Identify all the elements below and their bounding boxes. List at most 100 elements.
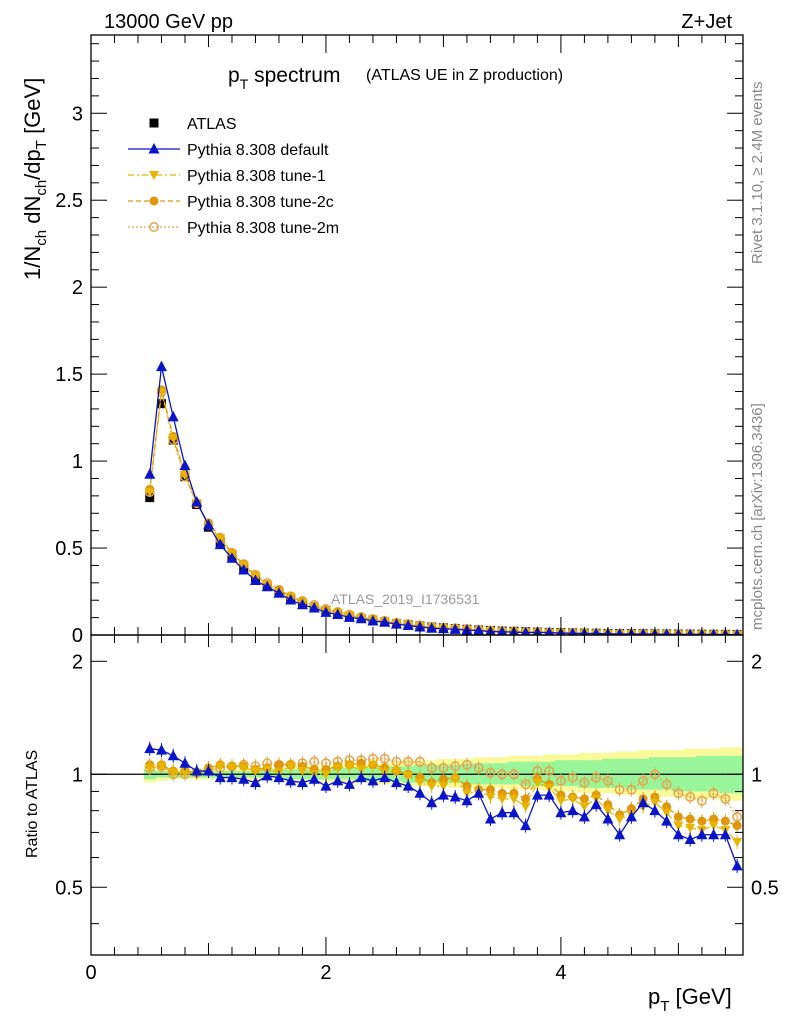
- ratio-point-tune1: [438, 782, 449, 792]
- ratio-point-tune2m: [638, 775, 649, 786]
- x-axis-label: pT [GeV]: [648, 984, 732, 1015]
- plot-title: pT spectrum: [228, 64, 340, 92]
- ratio-point-tune1: [555, 796, 566, 806]
- ratio-point-default: [555, 806, 567, 818]
- point-default: [355, 612, 367, 624]
- ratio-point-tune2m: [591, 772, 602, 783]
- ratio-tick-label-right: 0.5: [751, 877, 779, 899]
- band-green-bin: [696, 755, 709, 792]
- point-default: [202, 519, 214, 530]
- y-tick-label-top: 3: [72, 103, 83, 125]
- ratio-tick-label-right: 1: [751, 764, 762, 786]
- ratio-point-default: [238, 773, 250, 784]
- y-tick-label-top: 2.5: [55, 190, 83, 212]
- legend-marker-data: [149, 118, 159, 128]
- ratio-point-tune1: [673, 821, 684, 831]
- ratio-point-default: [625, 810, 637, 822]
- ratio-point-tune2m: [614, 784, 625, 795]
- ratio-point-default: [484, 813, 496, 824]
- ratio-point-tune1: [320, 770, 331, 780]
- ratio-point-default: [390, 776, 402, 788]
- ratio-point-default: [696, 828, 708, 840]
- title-rest: spectrum: [248, 64, 340, 87]
- data-point: [156, 399, 166, 409]
- ratio-point-default: [719, 828, 731, 840]
- ratio-point-default: [261, 769, 273, 781]
- ratio-point-tune2m: [485, 767, 496, 778]
- ratio-point-tune2c: [720, 816, 730, 826]
- mcplots-label: mcplots.cern.ch [arXiv:1306.3436]: [749, 403, 766, 630]
- point-default: [214, 538, 226, 550]
- ratio-line-tune2c: [149, 762, 738, 827]
- legend-marker-tune1: [149, 171, 159, 180]
- ratio-point-tune1: [332, 763, 343, 773]
- point-default: [261, 580, 273, 592]
- ratio-point-default: [567, 804, 579, 816]
- ratio-point-tune1: [497, 794, 508, 804]
- point-default: [639, 627, 647, 635]
- ratio-point-default: [402, 780, 414, 791]
- point-default: [473, 624, 485, 635]
- ratio-point-tune1: [614, 815, 625, 825]
- ratio-point-tune2m: [673, 788, 684, 799]
- ratio-point-tune1: [226, 763, 237, 773]
- y-tick-label-top: 1: [72, 451, 83, 473]
- ratio-point-default: [543, 789, 555, 800]
- ratio-point-tune2m: [497, 769, 508, 780]
- ratio-point-tune1: [520, 802, 531, 812]
- ratio-point-tune1: [567, 794, 578, 804]
- ratio-point-default: [520, 819, 532, 831]
- ratio-point-default: [708, 828, 720, 840]
- ratio-point-tune2m: [403, 756, 414, 767]
- point-default: [167, 410, 179, 422]
- ratio-point-tune1: [708, 821, 719, 831]
- ratio-point-default: [296, 776, 308, 788]
- ratio-point-default: [308, 773, 320, 784]
- legend-label-default: Pythia 8.308 default: [187, 142, 329, 159]
- ratio-point-default: [155, 744, 167, 755]
- ratio-point-default: [414, 787, 426, 798]
- point-default: [568, 627, 577, 635]
- ratio-point-default: [473, 787, 485, 798]
- ratio-point-tune2m: [708, 788, 719, 799]
- band-green-bin: [602, 758, 615, 788]
- ratio-point-default: [661, 815, 673, 826]
- ratio-point-default: [367, 774, 379, 786]
- point-default: [733, 628, 741, 635]
- ratio-point-tune2c: [732, 821, 742, 831]
- ratio-point-tune1: [508, 794, 519, 804]
- ratio-point-tune2m: [720, 793, 731, 804]
- data-point: [145, 493, 155, 503]
- legend-label-tune1: Pythia 8.308 tune-1: [187, 168, 326, 185]
- ratio-point-tune1: [414, 778, 425, 788]
- ratio-point-tune2m: [426, 762, 437, 773]
- ratio-point-tune2c: [673, 812, 683, 822]
- legend-label-data: ATLAS: [187, 116, 237, 133]
- ratio-point-tune1: [732, 838, 743, 848]
- point-default: [144, 468, 156, 479]
- point-default: [616, 628, 624, 635]
- ratio-point-tune2m: [520, 779, 531, 790]
- ratio-point-default: [379, 771, 391, 783]
- point-default: [414, 620, 426, 632]
- legend-marker-tune2m: [149, 222, 159, 232]
- ratio-point-tune1: [532, 778, 543, 788]
- point-default: [521, 626, 531, 635]
- ratio-point-default: [167, 749, 179, 761]
- band-green-bin: [613, 758, 627, 788]
- ratio-point-tune1: [367, 760, 378, 770]
- point-default: [663, 628, 671, 635]
- ratio-point-tune2m: [450, 761, 461, 772]
- ratio-point-tune2c: [579, 794, 589, 804]
- ratio-point-default: [285, 774, 297, 786]
- y-tick-label-top: 0: [72, 625, 83, 647]
- ratio-point-tune2m: [555, 775, 566, 786]
- ratio-point-tune1: [144, 763, 155, 773]
- ratio-point-tune1: [403, 771, 414, 781]
- x-tick-label: 0: [85, 962, 96, 984]
- point-default: [710, 628, 718, 635]
- ratio-point-tune2m: [438, 762, 449, 773]
- ratio-point-tune1: [344, 762, 355, 772]
- ratio-point-tune1: [356, 765, 367, 775]
- header-left: 13000 GeV pp: [104, 11, 233, 33]
